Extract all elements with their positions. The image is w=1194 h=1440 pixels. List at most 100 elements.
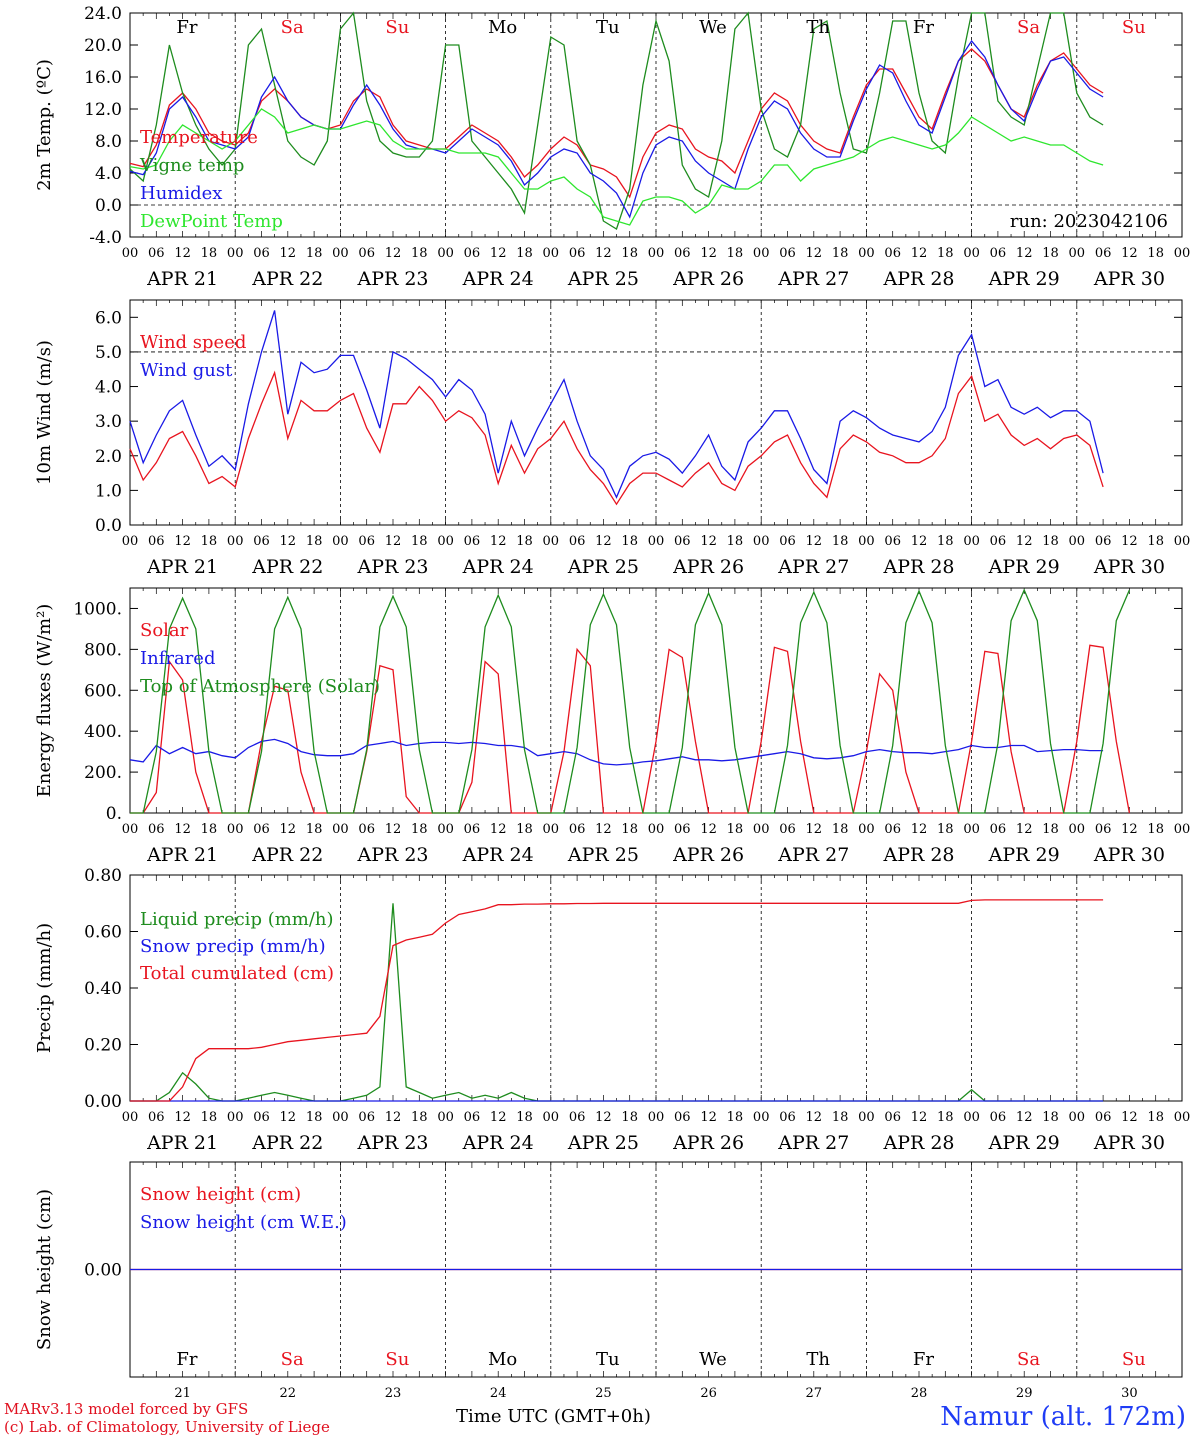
- legend-entry: Snow precip (mm/h): [140, 936, 326, 957]
- x-hour-label: 06: [148, 1110, 165, 1125]
- x-hour-label: 18: [832, 822, 849, 837]
- x-hour-label: 12: [806, 246, 823, 261]
- x-date-label: APR 25: [567, 268, 639, 290]
- x-hour-label: 00: [543, 534, 560, 549]
- day-number: 24: [490, 1386, 507, 1400]
- x-date-label: APR 30: [1093, 556, 1165, 578]
- x-date-label: APR 21: [146, 556, 218, 578]
- x-hour-label: 12: [490, 246, 507, 261]
- x-hour-label: 00: [332, 1110, 349, 1125]
- x-date-label: APR 25: [567, 1132, 639, 1154]
- x-hour-label: 00: [963, 534, 980, 549]
- x-hour-label: 18: [306, 1110, 323, 1125]
- day-label: Fr: [913, 17, 934, 38]
- x-hour-label: 18: [1147, 1110, 1164, 1125]
- x-date-label: APR 27: [777, 844, 849, 866]
- x-hour-label: 00: [648, 534, 665, 549]
- x-hour-label: 06: [1095, 822, 1112, 837]
- credit-line-1: MARv3.13 model forced by GFS: [4, 1400, 249, 1418]
- day-label: We: [699, 17, 727, 38]
- legend-entry: Vigne temp: [139, 155, 244, 176]
- x-date-label: APR 21: [146, 268, 218, 290]
- x-hour-label: 18: [937, 1110, 954, 1125]
- day-label: Su: [385, 1349, 409, 1370]
- x-date-label: APR 29: [988, 268, 1060, 290]
- x-hour-label: 06: [148, 534, 165, 549]
- x-hour-label: 06: [779, 1110, 796, 1125]
- day-label: Sa: [281, 1349, 304, 1370]
- day-label: Tu: [596, 17, 620, 38]
- y-tick-label: 0.40: [84, 979, 122, 999]
- x-hour-label: 12: [595, 534, 612, 549]
- y-tick-label: 4.0: [95, 164, 122, 184]
- x-hour-label: 06: [674, 822, 691, 837]
- y-axis-label: Precip (mm/h): [34, 923, 55, 1053]
- x-hour-label: 06: [253, 246, 270, 261]
- x-hour-label: 18: [201, 246, 218, 261]
- x-hour-label: 06: [464, 534, 481, 549]
- legend-entry: Wind speed: [140, 332, 246, 353]
- x-hour-label: 18: [832, 534, 849, 549]
- x-hour-label: 06: [148, 822, 165, 837]
- day-label: We: [699, 1349, 727, 1370]
- series-line-Top of Atmosphere (Solar): [130, 588, 1130, 814]
- y-tick-label: 0.20: [84, 1036, 122, 1056]
- x-hour-label: 00: [332, 534, 349, 549]
- x-hour-label: 12: [595, 246, 612, 261]
- x-hour-label: 12: [1016, 822, 1033, 837]
- x-hour-label: 12: [490, 534, 507, 549]
- x-hour-label: 12: [700, 1110, 717, 1125]
- x-date-label: APR 28: [882, 844, 954, 866]
- x-hour-label: 12: [280, 246, 297, 261]
- series-line-Temperature: [129, 48, 1104, 199]
- day-label: Su: [1122, 1349, 1146, 1370]
- x-hour-label: 12: [700, 246, 717, 261]
- x-hour-label: 18: [937, 822, 954, 837]
- x-hour-label: 06: [884, 822, 901, 837]
- x-hour-label: 00: [1174, 822, 1191, 837]
- x-hour-label: 12: [595, 1110, 612, 1125]
- y-tick-label: 0.00: [84, 1092, 122, 1112]
- x-hour-label: 18: [727, 1110, 744, 1125]
- x-hour-label: 18: [937, 246, 954, 261]
- x-hour-label: 06: [884, 246, 901, 261]
- x-hour-label: 12: [911, 822, 928, 837]
- y-tick-label: 4.0: [95, 378, 122, 398]
- legend-entry: Liquid precip (mm/h): [140, 909, 334, 930]
- series-line-Infrared: [129, 738, 1104, 766]
- x-hour-label: 00: [227, 534, 244, 549]
- x-hour-label: 18: [411, 1110, 428, 1125]
- x-hour-label: 12: [174, 1110, 191, 1125]
- x-hour-label: 18: [1147, 534, 1164, 549]
- day-label: Th: [806, 17, 830, 38]
- x-date-label: APR 26: [672, 844, 744, 866]
- x-hour-label: 12: [595, 822, 612, 837]
- day-label: Sa: [1017, 1349, 1040, 1370]
- x-date-label: APR 24: [462, 1132, 534, 1154]
- x-hour-label: 18: [937, 534, 954, 549]
- x-date-label: APR 24: [462, 268, 534, 290]
- y-tick-label: 6.0: [95, 308, 122, 328]
- x-hour-label: 06: [569, 822, 586, 837]
- x-hour-label: 18: [621, 534, 638, 549]
- x-hour-label: 18: [516, 822, 533, 837]
- day-label: Sa: [1017, 17, 1040, 38]
- x-hour-label: 00: [543, 246, 560, 261]
- x-hour-label: 06: [1095, 246, 1112, 261]
- x-date-label: APR 27: [777, 556, 849, 578]
- x-hour-label: 00: [858, 1110, 875, 1125]
- x-hour-label: 12: [280, 534, 297, 549]
- x-hour-label: 18: [411, 822, 428, 837]
- x-date-label: APR 29: [988, 1132, 1060, 1154]
- x-hour-label: 06: [358, 1110, 375, 1125]
- x-hour-label: 12: [280, 1110, 297, 1125]
- day-label: Su: [1122, 17, 1146, 38]
- x-hour-label: 00: [122, 246, 139, 261]
- x-hour-label: 18: [621, 822, 638, 837]
- x-date-label: APR 24: [462, 556, 534, 578]
- y-tick-label: 0.: [106, 804, 122, 824]
- x-hour-label: 00: [437, 246, 454, 261]
- x-hour-label: 06: [990, 246, 1007, 261]
- x-hour-label: 00: [437, 1110, 454, 1125]
- legend-entry: Humidex: [140, 183, 222, 204]
